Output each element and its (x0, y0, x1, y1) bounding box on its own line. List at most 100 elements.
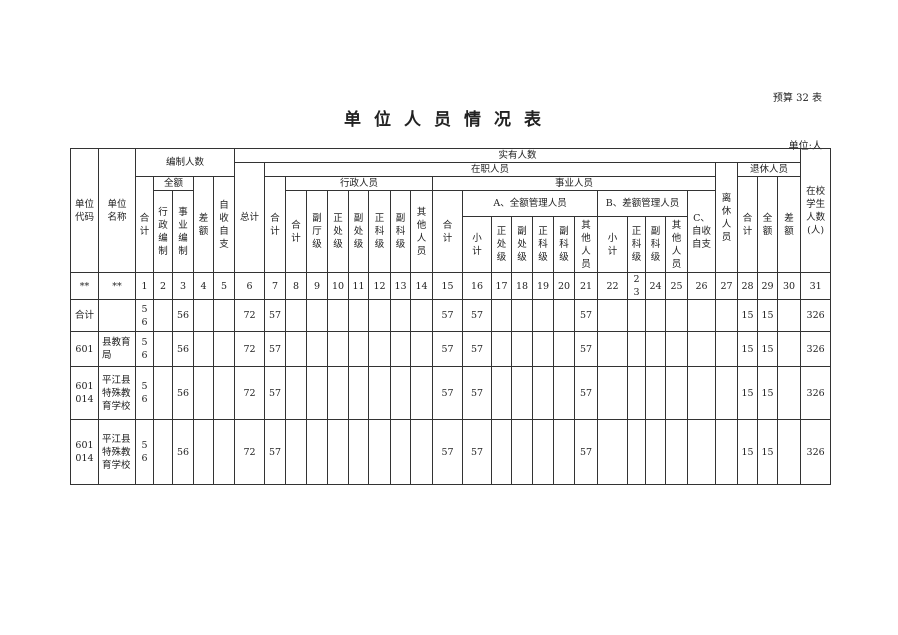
header-qita: 其他人员 (410, 190, 434, 273)
header-futing: 副厅级 (306, 190, 329, 273)
header-lixiu: 离休人员 (715, 162, 739, 273)
table-row: 601014 平江县特殊教育学校 56 56 72 57 57 57 57 15 15 326 (70, 419, 832, 485)
cell-col-16: 16 (462, 272, 493, 300)
cell-col-8 (285, 299, 308, 332)
cell-col-22: 22 (597, 272, 629, 300)
cell-col-19: 19 (532, 272, 555, 300)
cell-col-21: 57 (574, 331, 599, 367)
cell-col-15: 57 (432, 419, 464, 485)
table-code: 预算 32 表 (772, 93, 822, 104)
header-chae: 差额 (193, 176, 214, 273)
cell-col-26 (687, 299, 717, 332)
cell-col-5 (212, 366, 236, 420)
cell-col-29: 15 (757, 366, 779, 420)
cell-col-5 (212, 331, 236, 367)
cell-col-27 (715, 366, 739, 420)
header-shiye-bz: 事业编制 (172, 190, 194, 273)
cell-col-11 (348, 331, 370, 367)
cell-col-17 (491, 331, 513, 367)
cell-col-19 (532, 299, 555, 332)
cell-col-4 (193, 419, 214, 485)
cell-col-8 (285, 419, 308, 485)
header-a-qita: 其他人员 (574, 216, 599, 273)
cell-col-3: 56 (172, 331, 194, 367)
header-quane: 全额 (153, 176, 194, 191)
cell-col-7: 57 (264, 299, 287, 332)
header-a-quane: A、全额管理人员 (462, 190, 599, 217)
cell-col-6: 72 (234, 366, 266, 420)
cell-col-24: 24 (645, 272, 667, 300)
cell-col-14 (410, 299, 434, 332)
cell-col-13 (390, 419, 412, 485)
cell-col-21: 57 (574, 366, 599, 420)
cell-col-8 (285, 366, 308, 420)
cell-col-31: 326 (800, 331, 832, 367)
header-fuchu: 副处级 (348, 190, 370, 273)
cell-col-3: 56 (172, 366, 194, 420)
cell-col-30 (777, 419, 802, 485)
cell-col-17 (491, 366, 513, 420)
cell-col-23 (627, 419, 647, 485)
cell-col-16: 57 (462, 366, 493, 420)
header-zishou: 自收自支 (212, 176, 236, 273)
cell-col-28: 15 (737, 299, 759, 332)
cell-col-27 (715, 331, 739, 367)
header-zhengchu: 正处级 (327, 190, 350, 273)
header-tx-quane: 全额 (757, 176, 779, 273)
header-zhengke: 正科级 (368, 190, 392, 273)
header-xz-heji: 合计 (285, 190, 308, 273)
table-row: 合计 56 56 72 57 57 57 57 15 15 326 (70, 299, 832, 332)
cell-col-14: 14 (410, 272, 434, 300)
header-c-zishou: C、自收自支 (687, 190, 717, 273)
page-title: 单位人员情况表 (344, 110, 554, 130)
cell-col-28: 15 (737, 366, 759, 420)
cell-col-27 (715, 299, 739, 332)
cell-col-25 (665, 366, 689, 420)
cell-col-10 (327, 366, 350, 420)
cell-col-22 (597, 366, 629, 420)
cell-col-13 (390, 331, 412, 367)
cell-unit-name (98, 299, 136, 332)
cell-col-21: 57 (574, 419, 599, 485)
cell-col-17 (491, 299, 513, 332)
cell-col-6: 72 (234, 331, 266, 367)
header-a-zhengchu: 正处级 (491, 216, 513, 273)
cell-col-16: 57 (462, 419, 493, 485)
header-a-zhengke: 正科级 (532, 216, 555, 273)
cell-col-11 (348, 366, 370, 420)
cell-col-24 (645, 366, 667, 420)
table-row: 601 县教育局 56 56 72 57 57 57 57 15 15 326 (70, 331, 832, 367)
cell-col-14 (410, 366, 434, 420)
cell-col-28: 15 (737, 419, 759, 485)
column-number-row: ** ** 1 2 3 4 5 6 7 8 9 10 11 12 13 14 15 16 17 18 19 20 21 22 2… (70, 272, 832, 300)
cell-col-12 (368, 366, 392, 420)
header-zz-heji: 合计 (264, 176, 287, 273)
cell-col-17 (491, 419, 513, 485)
cell-col-21: 57 (574, 299, 599, 332)
cell-col-23 (627, 299, 647, 332)
header-bianzhi: 编制人数 (134, 148, 236, 177)
header-tx-chae: 差额 (777, 176, 802, 273)
cell-unit-code: 601014 (70, 419, 99, 485)
unit-label: 单位:人 (788, 141, 822, 152)
cell-col-29: 15 (757, 419, 779, 485)
personnel-table: 单位代码 单位名称 编制人数 实有人数 在校学生人数(人) 总计 在职人员 离休… (70, 148, 832, 485)
cell-col-7: 7 (264, 272, 287, 300)
cell-col-17: 17 (491, 272, 513, 300)
cell-col-29: 15 (757, 299, 779, 332)
header-sy-heji: 合计 (432, 190, 464, 273)
cell-col-18 (511, 366, 534, 420)
cell-col-19 (532, 419, 555, 485)
cell-col-30: 30 (777, 272, 802, 300)
cell-col-1: 56 (135, 299, 154, 332)
cell-col-10 (327, 299, 350, 332)
cell-col-3: 56 (172, 419, 194, 485)
cell-col-12: 12 (368, 272, 392, 300)
cell-unit-name: ** (98, 272, 136, 300)
header-b-zhengke: 正科级 (627, 216, 647, 273)
header-zongji: 总计 (234, 162, 266, 273)
cell-col-31: 326 (800, 419, 832, 485)
cell-col-18 (511, 419, 534, 485)
cell-col-11 (348, 419, 370, 485)
cell-col-23 (627, 331, 647, 367)
